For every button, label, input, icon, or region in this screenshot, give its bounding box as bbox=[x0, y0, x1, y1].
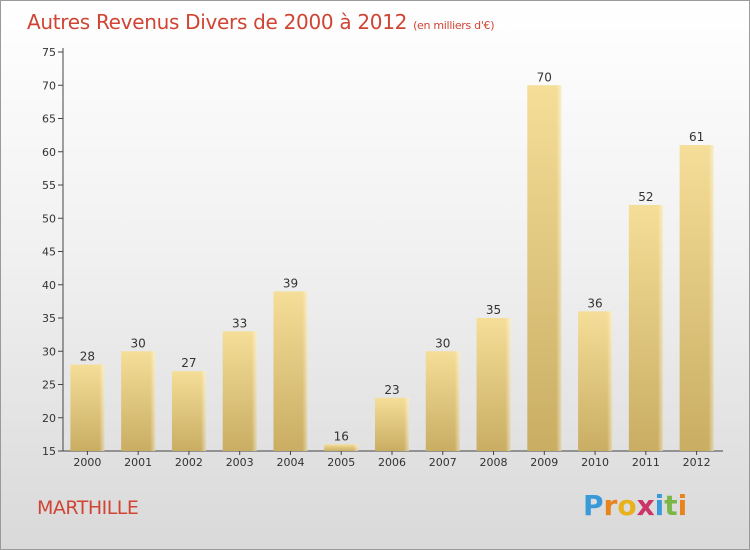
y-tick-label: 50 bbox=[42, 212, 56, 225]
brand-letter: x bbox=[636, 489, 655, 522]
x-tick-label: 2012 bbox=[683, 456, 711, 469]
bar-highlight bbox=[222, 331, 257, 451]
bars bbox=[70, 85, 714, 451]
y-tick-label: 25 bbox=[42, 379, 56, 392]
chart-unit-note: (en milliers d'€) bbox=[413, 19, 495, 32]
bar-highlight bbox=[425, 351, 460, 451]
x-tick-label: 2004 bbox=[276, 456, 304, 469]
y-tick-label: 65 bbox=[42, 113, 56, 126]
data-label: 23 bbox=[384, 383, 399, 397]
data-label: 36 bbox=[587, 296, 602, 310]
location-name: MARTHILLE bbox=[37, 497, 139, 519]
brand-letter: P bbox=[583, 489, 604, 522]
y-tick-label: 20 bbox=[42, 412, 56, 425]
y-tick-label: 40 bbox=[42, 279, 56, 292]
bar-highlight bbox=[171, 371, 206, 451]
x-tick-label: 2001 bbox=[124, 456, 152, 469]
data-label: 35 bbox=[486, 303, 501, 317]
brand-letter: i bbox=[677, 489, 688, 522]
bar-highlight bbox=[324, 444, 359, 451]
bar-highlight bbox=[578, 311, 613, 451]
x-tick-label: 2011 bbox=[632, 456, 660, 469]
y-tick-label: 70 bbox=[42, 79, 56, 92]
x-tick-label: 2007 bbox=[429, 456, 457, 469]
bar-highlight bbox=[527, 85, 562, 451]
chart-title: Autres Revenus Divers de 2000 à 2012 (en … bbox=[27, 10, 495, 34]
x-tick-label: 2009 bbox=[530, 456, 558, 469]
y-tick-label: 45 bbox=[42, 246, 56, 259]
y-tick-label: 60 bbox=[42, 146, 56, 159]
bar-highlight bbox=[70, 364, 105, 451]
x-tick-label: 2000 bbox=[73, 456, 101, 469]
x-tick-label: 2005 bbox=[327, 456, 355, 469]
data-label: 30 bbox=[435, 336, 450, 350]
y-tick-label: 55 bbox=[42, 179, 56, 192]
labels: 28 2000 30 2001 27 2002 33 2003 39 2004 16 2005 23 20… bbox=[73, 70, 710, 469]
data-label: 52 bbox=[638, 190, 653, 204]
data-label: 27 bbox=[181, 356, 196, 370]
brand-letter: t bbox=[664, 489, 678, 522]
data-label: 16 bbox=[334, 429, 349, 443]
y-tick-label: 75 bbox=[42, 46, 56, 59]
x-tick-label: 2010 bbox=[581, 456, 609, 469]
bar-highlight bbox=[375, 397, 409, 451]
x-tick-label: 2006 bbox=[378, 456, 406, 469]
brand-logo: Proxiti bbox=[583, 489, 687, 522]
x-tick-label: 2003 bbox=[226, 456, 254, 469]
bar-highlight bbox=[273, 291, 308, 451]
chart-title-text: Autres Revenus Divers de 2000 à 2012 bbox=[27, 10, 408, 34]
y-tick-label: 30 bbox=[42, 345, 56, 358]
x-tick-label: 2008 bbox=[480, 456, 508, 469]
brand-letter: i bbox=[654, 489, 665, 522]
x-tick-label: 2002 bbox=[175, 456, 203, 469]
data-label: 39 bbox=[283, 276, 298, 290]
data-label: 61 bbox=[689, 130, 704, 144]
y-tick-label: 15 bbox=[42, 445, 56, 458]
bar-highlight bbox=[121, 351, 156, 451]
bar-highlight bbox=[628, 204, 663, 451]
axes: 15 20 25 30 35 40 45 50 55 60 65 70 75 bbox=[42, 46, 723, 458]
data-label: 33 bbox=[232, 316, 247, 330]
bar-highlight bbox=[476, 318, 511, 451]
brand-letter: o bbox=[617, 489, 637, 522]
data-label: 30 bbox=[131, 336, 146, 350]
data-label: 28 bbox=[80, 350, 95, 364]
y-tick-label: 35 bbox=[42, 312, 56, 325]
bar-highlight bbox=[679, 145, 714, 451]
brand-letter: r bbox=[603, 489, 618, 522]
data-label: 70 bbox=[537, 70, 552, 84]
